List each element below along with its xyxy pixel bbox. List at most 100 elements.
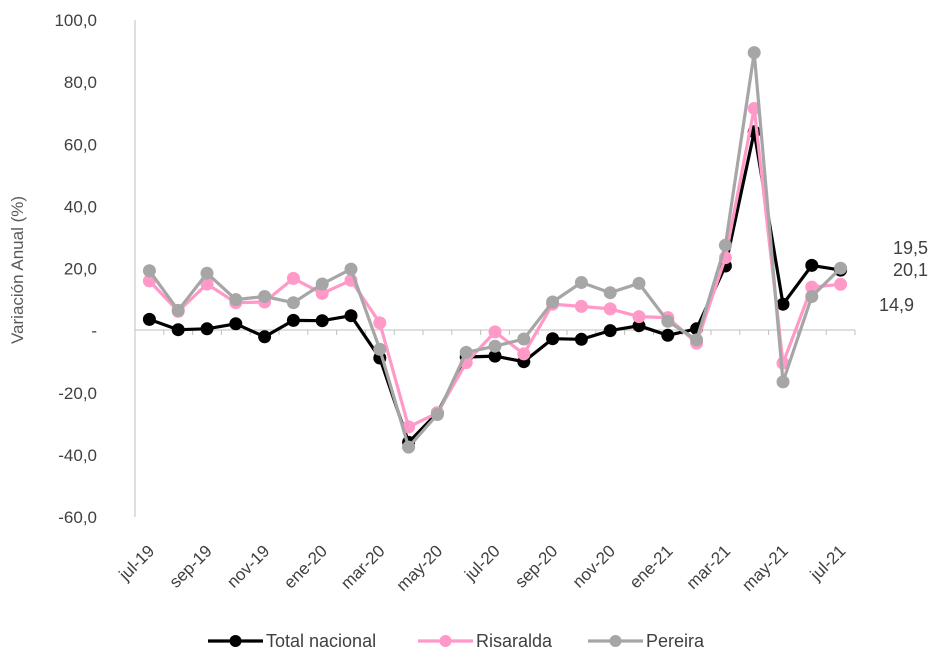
data-point [315,286,329,300]
data-point [632,276,646,290]
data-point [488,339,502,353]
data-point [546,295,560,309]
data-point [142,312,156,326]
data-point [574,299,588,313]
y-tick-label: 20,0 [64,260,97,279]
legend-item: Risaralda [418,631,553,651]
y-axis-title: Variación Anual (%) [8,196,27,344]
data-point [661,314,675,328]
x-axis-tickmarks [134,330,856,335]
data-point [488,349,502,363]
data-point [718,238,732,252]
data-point [229,317,243,331]
data-point [200,266,214,280]
series-line [148,51,842,449]
data-point [344,262,358,276]
data-point [603,324,617,338]
data-point [200,277,214,291]
data-point [200,322,214,336]
x-tick-label: ene-21 [626,541,677,592]
data-point [517,347,531,361]
data-point [546,332,560,346]
data-point [286,271,300,285]
x-tick-label: may-20 [393,541,447,595]
end-value-label: 14,9 [879,295,914,315]
end-value-label: 20,1 [893,260,928,280]
data-point [171,323,185,337]
data-point [776,375,790,389]
data-point [632,310,646,324]
data-point [402,440,416,454]
data-point [834,261,848,275]
legend-swatch-marker [439,635,452,647]
data-point [603,286,617,300]
data-point [805,280,819,294]
x-tick-label: nov-19 [223,541,273,591]
x-tick-label: nov-20 [569,541,619,591]
y-axis-ticks: 100,0 80,0 60,0 40,0 20,0 - -20,0 -40,0 -60,0 [54,11,97,527]
x-tick-label: jul-21 [806,541,850,585]
legend-label: Pereira [646,631,705,651]
y-tick-label: 40,0 [64,197,97,216]
series-layer [142,46,848,454]
y-tick-label: 100,0 [54,11,97,30]
data-point [402,420,416,434]
data-point [574,332,588,346]
end-labels: 19,520,1 14,9 [879,238,928,315]
x-tick-label: jul-19 [115,541,159,585]
data-point [603,302,617,316]
data-point [286,313,300,327]
data-point [258,290,272,303]
data-point [834,277,848,291]
data-point [776,297,790,311]
y-tick-label: 80,0 [64,73,97,92]
data-point [315,277,329,291]
end-value-label: 19,5 [893,238,928,258]
data-point [373,316,387,330]
x-axis-tick-labels: jul-19 sep-19 nov-19 ene-20 mar-20 may-20 jul-… [115,541,850,595]
y-tick-label: - [91,322,97,341]
data-point [690,333,704,347]
series-risaralda [142,102,848,434]
data-point [805,258,819,272]
data-point [286,296,300,310]
x-tick-label: sep-20 [511,541,561,591]
legend: Total nacional Risaralda Pereira [208,631,705,651]
series-pereira [142,46,848,454]
data-point [171,303,185,317]
data-point [373,342,387,356]
data-point [315,314,329,328]
legend-swatch-marker [609,635,622,647]
data-point [344,309,358,323]
x-tick-label: ene-20 [280,541,331,592]
data-point [142,264,156,278]
x-tick-label: sep-19 [166,541,216,591]
data-point [430,408,444,421]
legend-label: Risaralda [476,631,553,651]
data-point [459,345,473,359]
series-line [148,106,841,429]
legend-label: Total nacional [266,631,376,651]
legend-swatch-marker [229,635,242,647]
data-point [229,293,243,307]
y-tick-label: -20,0 [58,384,97,403]
y-tick-label: 60,0 [64,135,97,154]
x-tick-label: mar-20 [337,541,389,593]
data-point [574,276,588,289]
x-tick-label: mar-21 [683,541,735,593]
y-tick-label: -40,0 [58,446,97,465]
x-tick-label: may-21 [738,541,792,595]
data-point [517,332,531,346]
data-point [488,325,502,339]
x-tick-label: jul-20 [460,541,504,585]
data-point [805,290,819,303]
legend-item: Total nacional [208,631,376,651]
data-point [747,46,761,60]
legend-item: Pereira [588,631,705,651]
data-point [661,328,675,342]
data-point [258,330,272,344]
y-tick-label: -60,0 [58,508,97,527]
data-point [632,319,646,333]
